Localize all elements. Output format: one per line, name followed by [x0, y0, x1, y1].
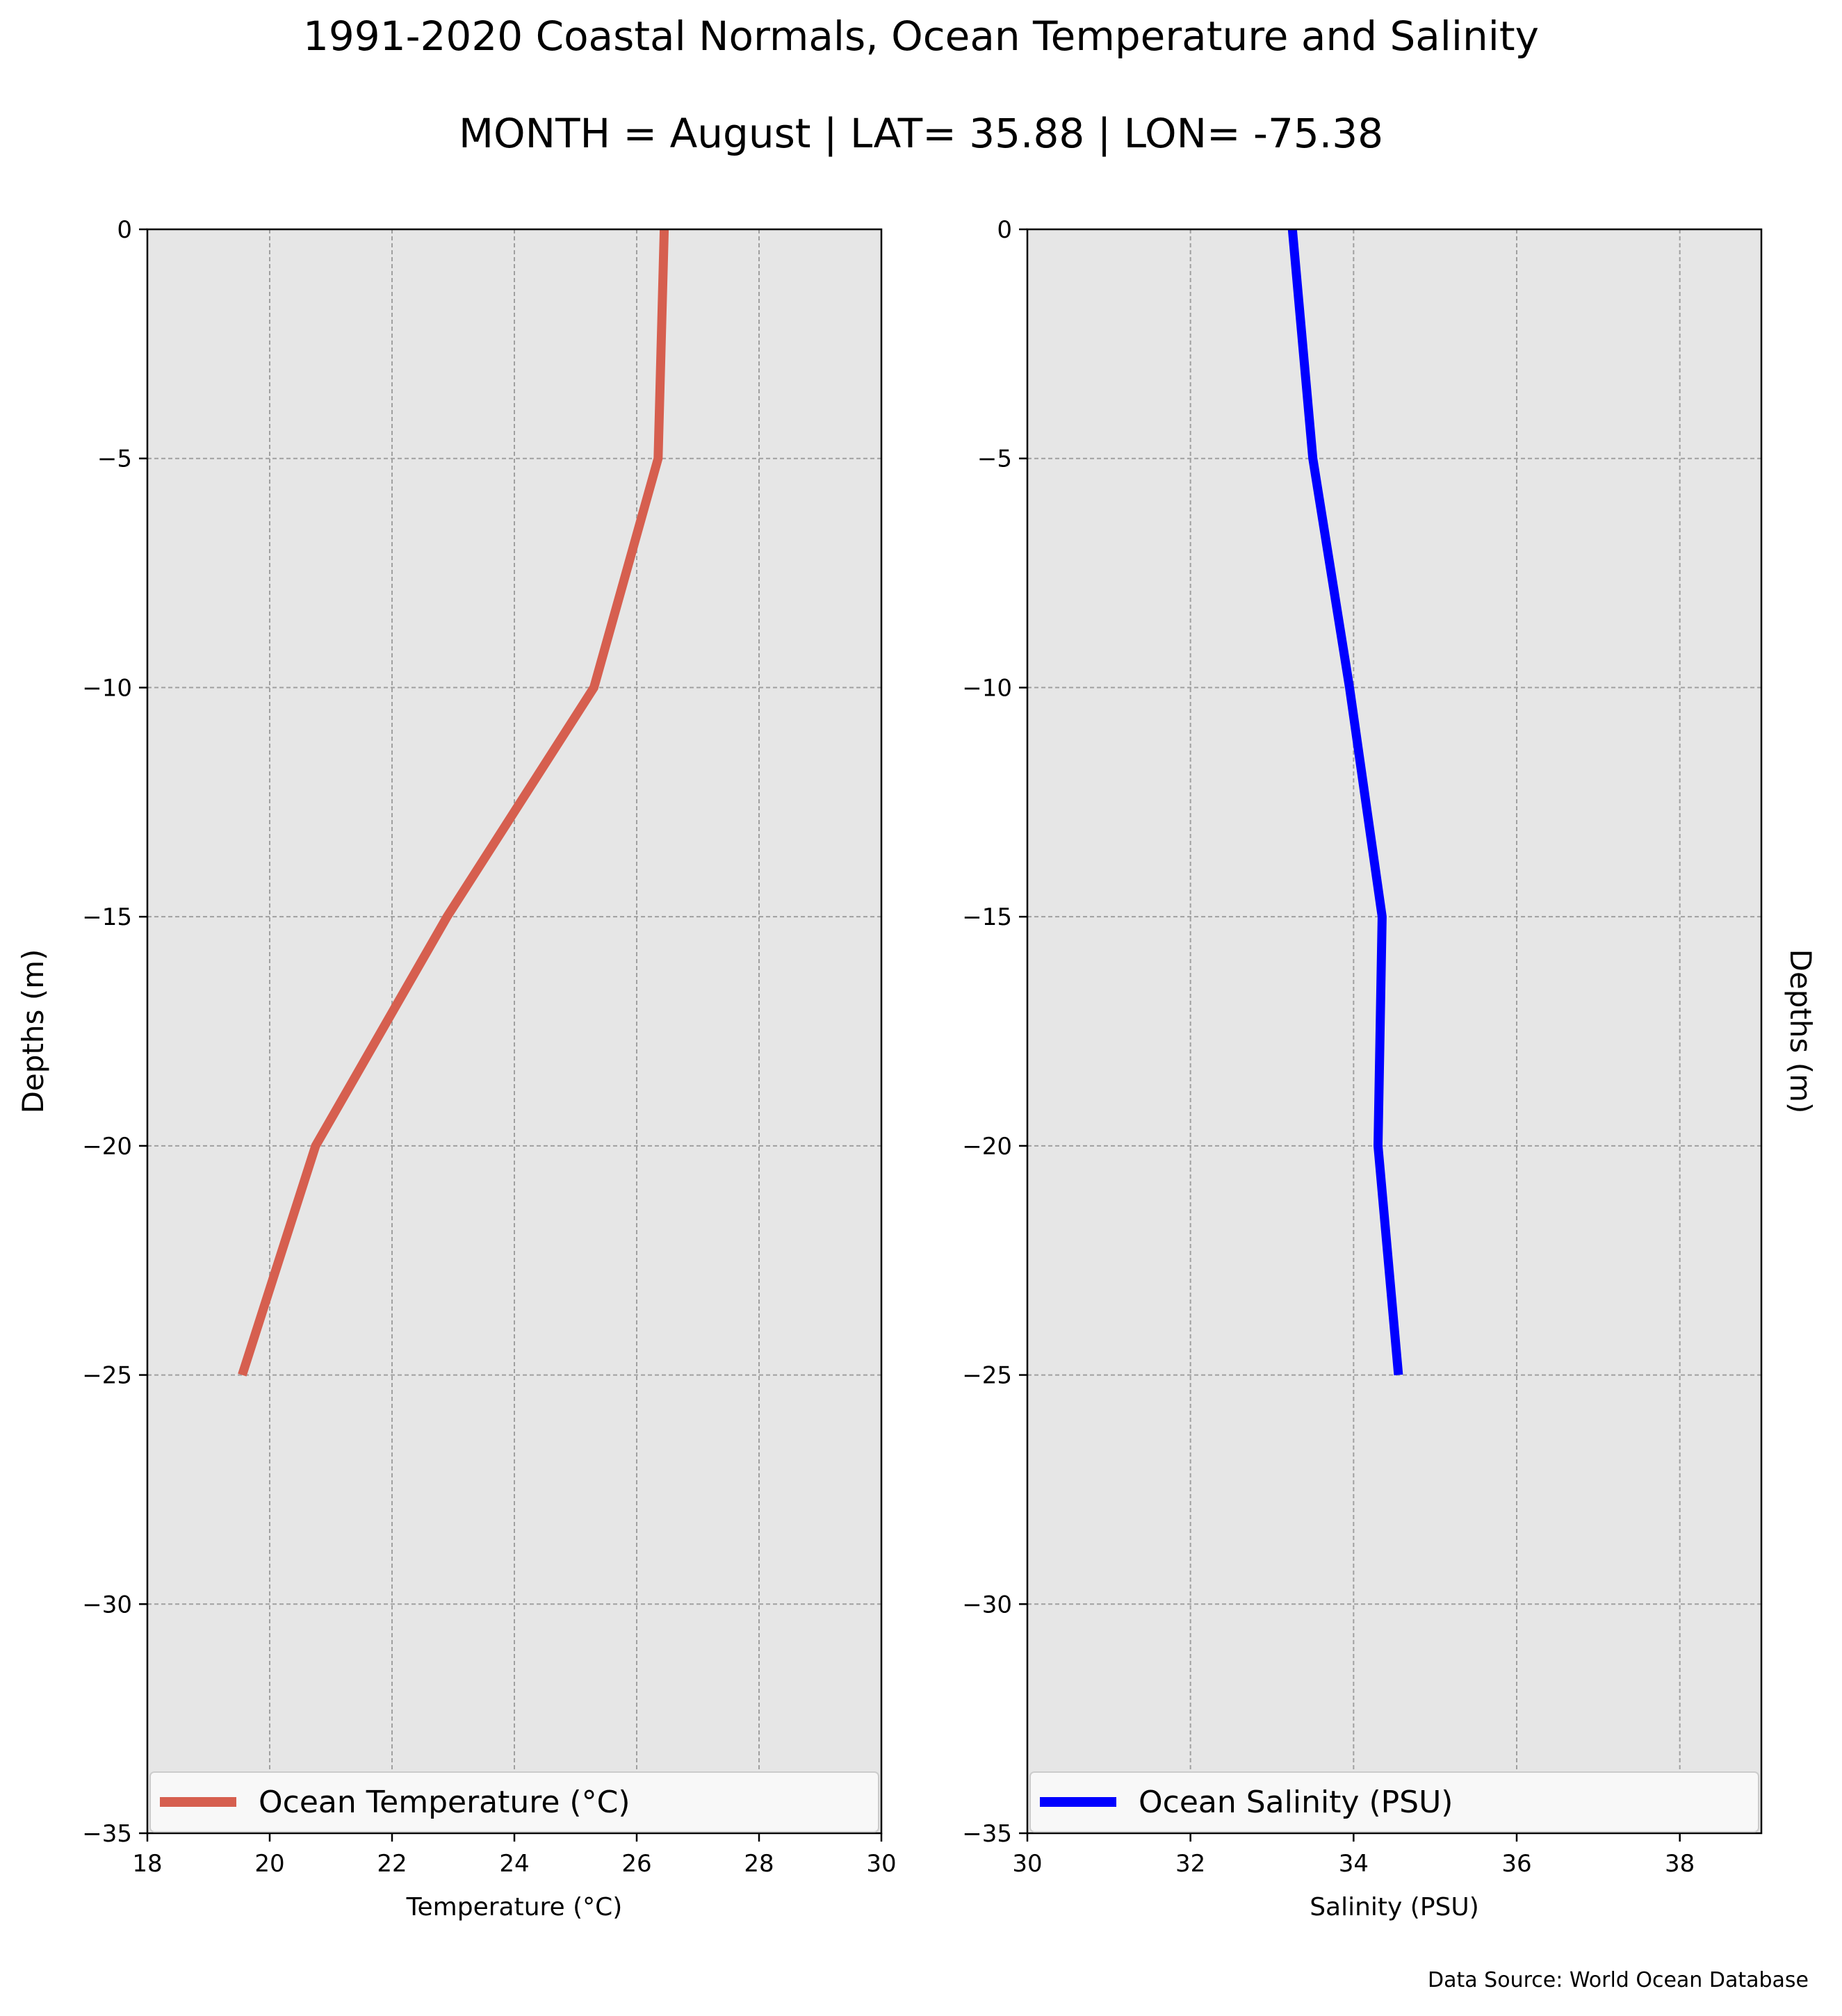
salinity-ytick-label: −20	[962, 1133, 1012, 1161]
salinity-xtick-label: 32	[1175, 1850, 1205, 1878]
salinity-xtick-label: 36	[1501, 1850, 1531, 1878]
salinity-xaxis-label: Salinity (PSU)	[1310, 1893, 1479, 1921]
salinity-axes-frame	[1026, 228, 1763, 1835]
temperature-xtick-label: 28	[744, 1850, 774, 1878]
temperature-series-line	[238, 229, 669, 1377]
temperature-xaxis-label: Temperature (°C)	[406, 1893, 623, 1921]
temperature-yaxis-label: Depths (m)	[16, 949, 50, 1114]
temperature-ytick-label: −5	[97, 445, 132, 473]
temperature-xtick-label: 24	[499, 1850, 529, 1878]
salinity-ytick-label: −10	[962, 674, 1012, 702]
salinity-plot-area	[1027, 229, 1761, 1833]
salinity-panel: 30 32 34 36 38 0 −5 −10 −15 −20 −25 −30 −35 Salinity …	[962, 216, 1818, 1921]
salinity-series-line	[1287, 229, 1403, 1376]
temperature-xtick-label: 26	[621, 1850, 651, 1878]
salinity-xtick-label: 34	[1339, 1850, 1369, 1878]
salinity-ytick-label: −25	[962, 1362, 1012, 1390]
data-source-note: Data Source: World Ocean Database	[1428, 1968, 1809, 1992]
salinity-yaxis-label: Depths (m)	[1784, 949, 1818, 1114]
temperature-panel: 18 20 22 24 26 28 30 0 −5 −10 −15 −20 −25 −30 −35 Tempe…	[16, 216, 897, 1921]
temperature-xtick-label: 20	[254, 1850, 284, 1878]
salinity-ytick-label: 0	[997, 216, 1012, 244]
temperature-xtick-label: 30	[866, 1850, 896, 1878]
chart-title: 1991-2020 Coastal Normals, Ocean Tempera…	[303, 13, 1539, 60]
salinity-ytick-label: −15	[962, 903, 1012, 931]
salinity-ytick-label: −35	[962, 1820, 1012, 1848]
temperature-ytick-label: 0	[117, 216, 132, 244]
temperature-ytick-label: −30	[82, 1591, 132, 1618]
temperature-xtick-label: 22	[377, 1850, 407, 1878]
salinity-xtick-label: 38	[1665, 1850, 1695, 1878]
temperature-ytick-label: −35	[82, 1820, 132, 1848]
salinity-legend-label: Ocean Salinity (PSU)	[1139, 1785, 1453, 1820]
temperature-legend-label: Ocean Temperature (°C)	[259, 1785, 630, 1820]
temperature-legend-box	[149, 1771, 879, 1833]
chart-subtitle: MONTH = August | LAT= 35.88 | LON= -75.3…	[458, 110, 1383, 157]
temperature-ytick-label: −20	[82, 1133, 132, 1161]
salinity-legend-box	[1029, 1771, 1759, 1833]
temperature-ytick-label: −10	[82, 674, 132, 702]
temperature-xtick-label: 18	[132, 1850, 162, 1878]
salinity-ytick-label: −5	[977, 445, 1012, 473]
temperature-ytick-label: −15	[82, 903, 132, 931]
temperature-ytick-label: −25	[82, 1362, 132, 1390]
salinity-xtick-label: 30	[1012, 1850, 1042, 1878]
salinity-ytick-label: −30	[962, 1591, 1012, 1618]
